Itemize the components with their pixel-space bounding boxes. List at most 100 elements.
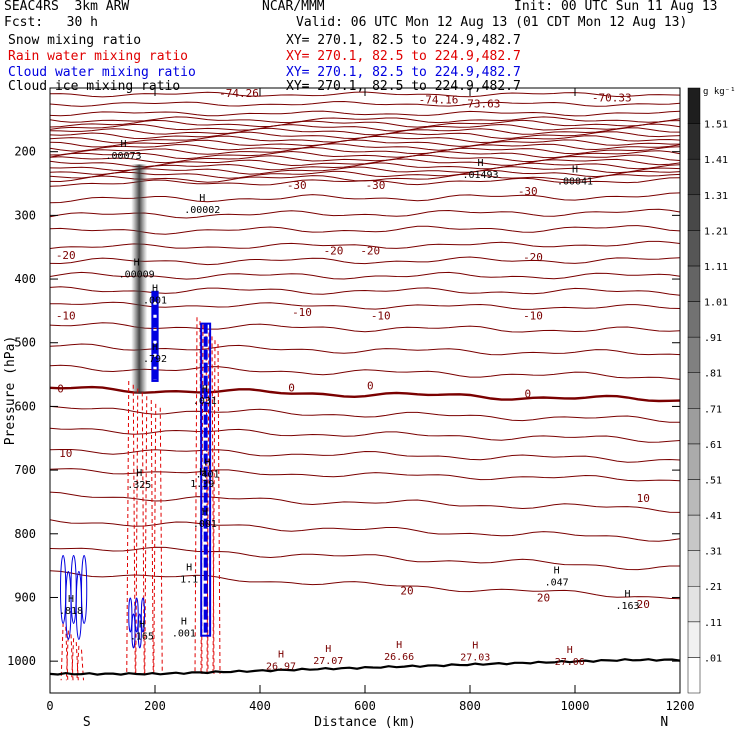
surface-line xyxy=(50,658,680,676)
temperature-contour xyxy=(50,468,680,482)
extremum-mark: H xyxy=(202,384,208,395)
colorbar-segment xyxy=(687,230,701,267)
colorbar-label: .41 xyxy=(704,511,722,522)
cloud-water-contour xyxy=(134,597,139,633)
temperature-contour xyxy=(50,491,680,513)
rain-contour xyxy=(144,396,148,674)
colorbar-label: .91 xyxy=(704,333,722,344)
rain-contour xyxy=(159,407,163,674)
contour-label: -20 xyxy=(56,249,76,262)
cloud-water-contour xyxy=(131,613,136,649)
contour-label: 10 xyxy=(637,492,650,505)
temperature-contour xyxy=(50,169,680,179)
extremum-value: 27.06 xyxy=(555,657,585,668)
extremum-value: .047 xyxy=(545,578,569,589)
extremum-value: .031 xyxy=(193,396,217,407)
extremum-mark: H xyxy=(204,457,210,468)
cloud-water-contour xyxy=(81,555,88,624)
extremum-value: 1.39 xyxy=(190,479,214,490)
temperature-contour xyxy=(50,166,680,175)
temperature-contour xyxy=(50,256,680,266)
cloud-water-contour xyxy=(137,613,142,649)
colorbar-segment xyxy=(687,194,701,231)
field-cloudice-xy: XY= 270.1, 82.5 to 224.9,482.7 xyxy=(286,79,521,94)
extremum-mark: H xyxy=(472,641,478,652)
contour-label: -10 xyxy=(371,309,391,322)
contour-label: 0 xyxy=(57,383,64,396)
rain-contour xyxy=(135,388,139,674)
colorbar-segment xyxy=(687,443,701,480)
extremum-mark: H xyxy=(477,158,483,169)
contour-label: 20 xyxy=(637,598,650,611)
temperature-contour xyxy=(50,405,680,423)
x-tick-label: 200 xyxy=(144,699,166,713)
contour-label: 20 xyxy=(537,591,550,604)
extremum-mark: H xyxy=(186,562,192,573)
extremum-value: .00073 xyxy=(105,151,141,162)
colorbar-label: .11 xyxy=(704,618,722,629)
rain-contour xyxy=(81,649,84,681)
extremum-value: .818 xyxy=(59,606,83,617)
extremum-mark: H xyxy=(181,617,187,628)
colorbar-segment xyxy=(687,585,701,623)
colorbar-segment xyxy=(687,550,701,587)
extremum-mark: H xyxy=(396,640,402,651)
x-tick-label: 600 xyxy=(354,699,376,713)
extremum-value: .163 xyxy=(615,601,639,612)
colorbar-label: .71 xyxy=(704,404,722,415)
temperature-contour xyxy=(50,173,680,183)
temperature-contour xyxy=(50,570,680,600)
cloud-water-contour xyxy=(128,597,133,633)
colorbar-unit: g kg⁻¹ xyxy=(703,87,736,97)
rain-contour xyxy=(153,403,157,674)
contour-label: 0 xyxy=(288,381,295,394)
extremum-value: .792 xyxy=(143,354,167,365)
x-tick-label: 1000 xyxy=(561,699,590,713)
rain-contour xyxy=(206,332,210,674)
extremum-mark: H xyxy=(199,193,205,204)
colorbar-segment xyxy=(687,336,701,373)
contour-label: -10 xyxy=(56,309,76,322)
extremum-value: 27.03 xyxy=(460,653,490,664)
field-snow-name: Snow mixing ratio xyxy=(8,33,142,48)
temperature-contour xyxy=(50,364,680,380)
colorbar-segment xyxy=(687,514,701,551)
extremum-value: .001 xyxy=(193,519,217,530)
x-tick-label: 1200 xyxy=(666,699,695,713)
x-tick-label: 400 xyxy=(249,699,271,713)
temperature-contour xyxy=(50,146,680,156)
extremum-mark: H xyxy=(325,644,331,655)
colorbar-label: .81 xyxy=(704,369,722,380)
extremum-mark: H xyxy=(202,507,208,518)
colorbar-label: .01 xyxy=(704,653,722,664)
x-tick-label: 800 xyxy=(459,699,481,713)
colorbar-segment xyxy=(687,87,701,124)
field-cloudice-name: Cloud ice mixing ratio xyxy=(8,79,181,94)
extremum-value: .325 xyxy=(127,480,151,491)
colorbar-label: 1.01 xyxy=(704,298,728,309)
temperature-contour xyxy=(50,162,680,172)
extremum-mark: H xyxy=(152,342,158,353)
extremum-mark: H xyxy=(278,650,284,661)
colorbar-segment xyxy=(687,123,701,160)
y-tick-label: 500 xyxy=(14,336,36,350)
extremum-value: 1.1 xyxy=(180,574,198,585)
colorbar-label: 1.51 xyxy=(704,120,728,131)
temperature-contour xyxy=(50,192,680,204)
temperature-contour xyxy=(50,110,680,117)
extremum-mark: H xyxy=(567,645,573,656)
temperature-contour xyxy=(50,123,680,132)
y-tick-label: 700 xyxy=(14,463,36,477)
colorbar-segment xyxy=(687,301,701,338)
field-rain-xy: XY= 270.1, 82.5 to 224.9,482.7 xyxy=(286,49,521,64)
temperature-contour xyxy=(50,449,680,463)
rain-contour xyxy=(211,336,215,674)
temperature-contour xyxy=(50,519,680,542)
contour-label: -70.33 xyxy=(592,92,632,105)
temperature-contour xyxy=(50,139,680,148)
temperature-contour xyxy=(50,154,680,164)
temperature-contour xyxy=(50,135,680,144)
y-tick-label: 400 xyxy=(14,272,36,286)
extremum-value: .401 xyxy=(195,469,219,480)
y-tick-label: 600 xyxy=(14,399,36,413)
